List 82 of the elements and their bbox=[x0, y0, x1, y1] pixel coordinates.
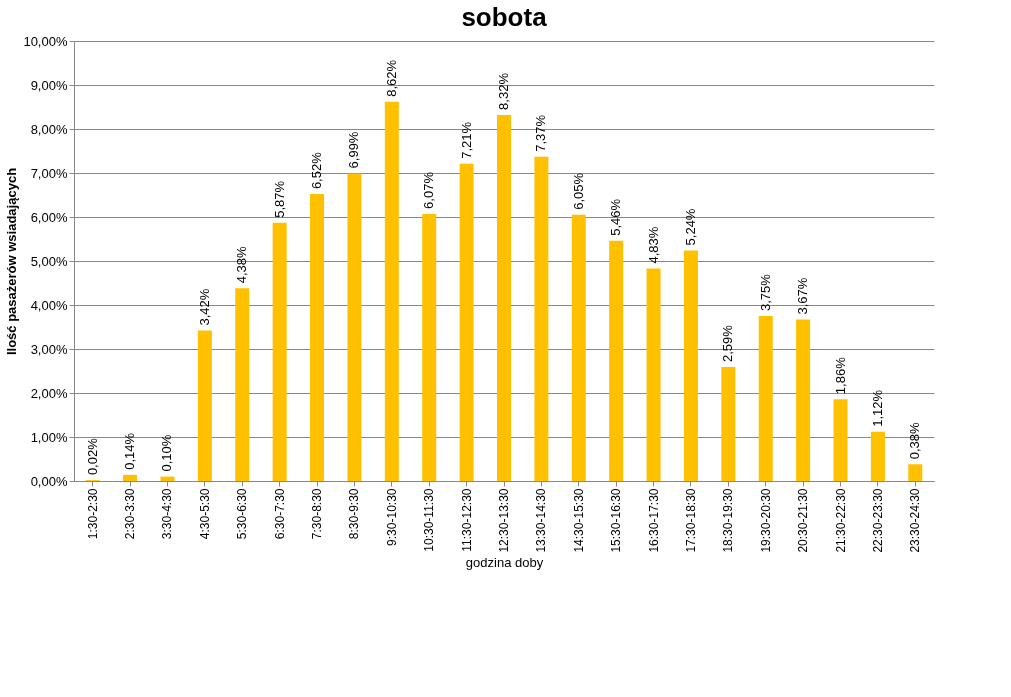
x-tick-label: 2:30-3:30 bbox=[123, 488, 138, 540]
data-label: 0,10% bbox=[159, 434, 175, 472]
x-tick-label: 13:30-14:30 bbox=[534, 488, 549, 553]
x-axis-title: godzina doby bbox=[465, 554, 544, 570]
x-tick-label: 3:30-4:30 bbox=[160, 488, 175, 540]
data-label: 1,86% bbox=[832, 356, 848, 395]
data-label: 7,37% bbox=[533, 114, 549, 152]
data-label: 6,99% bbox=[346, 131, 362, 169]
y-tick-label: 0,00% bbox=[30, 473, 68, 489]
x-tick-label: 1:30-2:30 bbox=[85, 488, 100, 540]
data-label: 3,75% bbox=[757, 273, 773, 311]
x-tick-label: 22:30-23:30 bbox=[870, 488, 885, 553]
data-label: 4,83% bbox=[645, 226, 661, 264]
bar bbox=[160, 476, 175, 481]
y-tick-label: 4,00% bbox=[30, 297, 68, 313]
bar bbox=[796, 319, 811, 481]
data-label: 6,05% bbox=[570, 172, 586, 210]
data-label: 5,46% bbox=[608, 198, 624, 236]
x-tick-label: 12:30-13:30 bbox=[497, 488, 511, 553]
data-label: 5,87% bbox=[271, 180, 287, 218]
data-label: 0,02% bbox=[84, 437, 100, 476]
bar bbox=[422, 213, 437, 481]
bar bbox=[721, 367, 736, 481]
x-tick-label: 21:30-22:30 bbox=[833, 488, 848, 553]
x-tick-label: 11:30-12:30 bbox=[459, 488, 474, 552]
y-tick-label: 3,00% bbox=[30, 341, 68, 357]
x-tick-label: 7:30-8:30 bbox=[310, 488, 325, 540]
bar bbox=[683, 250, 698, 481]
bar bbox=[459, 163, 474, 481]
x-tick-label: 20:30-21:30 bbox=[796, 488, 811, 553]
x-tick-label: 14:30-15:30 bbox=[571, 488, 586, 553]
data-label: 3,42% bbox=[196, 288, 212, 326]
bar bbox=[347, 173, 362, 481]
y-axis-title: Ilość pasażerów wsiadających bbox=[4, 167, 20, 356]
bar bbox=[833, 399, 848, 481]
data-label: 1,12% bbox=[869, 389, 885, 427]
chart-title: sobota bbox=[461, 2, 548, 32]
bar bbox=[646, 268, 661, 481]
bar bbox=[908, 464, 923, 481]
bar bbox=[197, 330, 212, 481]
bar bbox=[123, 474, 138, 481]
x-tick-label: 6:30-7:30 bbox=[272, 488, 287, 540]
y-tick-label: 6,00% bbox=[30, 209, 68, 225]
x-tick-label: 15:30-16:30 bbox=[609, 488, 624, 553]
x-tick-label: 18:30-19:30 bbox=[721, 488, 736, 553]
x-tick-label: 23:30-24:30 bbox=[908, 488, 923, 553]
data-label: 6,52% bbox=[309, 151, 325, 190]
data-label: 5,24% bbox=[682, 208, 698, 246]
bar bbox=[571, 214, 586, 481]
y-tick-label: 2,00% bbox=[30, 385, 68, 401]
x-tick-label: 8:30-9:30 bbox=[347, 488, 362, 540]
data-label: 0,38% bbox=[907, 421, 923, 460]
data-label: 8,32% bbox=[496, 72, 511, 110]
y-tick-label: 10,00% bbox=[23, 33, 68, 49]
y-tick-label: 7,00% bbox=[30, 165, 68, 181]
data-label: 8,62% bbox=[383, 59, 399, 97]
data-label: 0,14% bbox=[122, 432, 138, 470]
y-tick-label: 8,00% bbox=[30, 121, 68, 137]
data-label: 2,59% bbox=[720, 324, 736, 363]
x-tick-label: 9:30-10:30 bbox=[384, 488, 399, 546]
data-label: 4,38% bbox=[234, 245, 250, 284]
bar bbox=[758, 316, 773, 481]
bar bbox=[384, 101, 399, 481]
bar bbox=[272, 222, 287, 481]
bar bbox=[235, 288, 250, 481]
data-label: 3,67% bbox=[795, 277, 811, 315]
x-tick-label: 5:30-6:30 bbox=[235, 488, 250, 540]
x-tick-label: 17:30-18:30 bbox=[683, 488, 698, 553]
data-label: 6,07% bbox=[421, 171, 437, 209]
x-tick-label: 4:30-5:30 bbox=[197, 488, 212, 540]
bar bbox=[870, 431, 885, 481]
y-tick-label: 1,00% bbox=[30, 429, 68, 445]
data-label: 7,21% bbox=[458, 121, 474, 159]
x-tick-label: 10:30-11:30 bbox=[422, 488, 437, 552]
bar bbox=[497, 114, 511, 481]
x-tick-label: 19:30-20:30 bbox=[758, 488, 773, 553]
y-tick-label: 5,00% bbox=[30, 253, 68, 269]
y-tick-label: 9,00% bbox=[30, 77, 68, 93]
bar bbox=[534, 156, 549, 481]
x-tick-label: 16:30-17:30 bbox=[646, 488, 661, 553]
bar bbox=[310, 194, 325, 481]
bar bbox=[609, 240, 624, 481]
